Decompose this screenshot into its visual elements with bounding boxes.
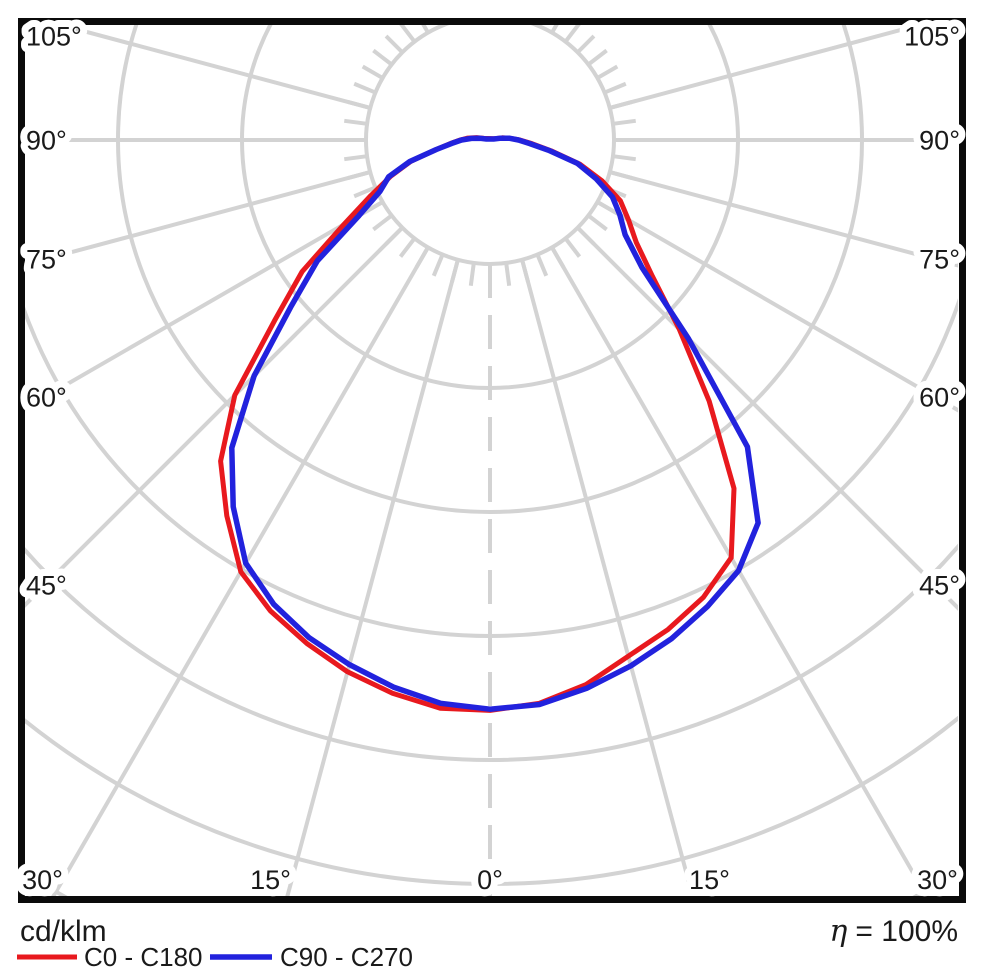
grid-ray bbox=[25, 170, 371, 267]
eta-symbol: η bbox=[829, 914, 847, 949]
grid-ray bbox=[372, 213, 393, 232]
grid-ray bbox=[468, 262, 476, 287]
grid-ray bbox=[587, 48, 608, 67]
units-label: cd/klm bbox=[20, 915, 107, 948]
grid-ray bbox=[506, 0, 509, 17]
grid-ray bbox=[550, 25, 559, 34]
grid-ring bbox=[25, 297, 958, 638]
grid-ray bbox=[347, 100, 371, 110]
gamma-angle-label: 45° bbox=[26, 571, 67, 601]
grid-ring bbox=[25, 543, 958, 762]
grid-ray bbox=[522, 0, 528, 20]
gamma-angle-label: 105° bbox=[26, 22, 82, 52]
grid-ray bbox=[612, 118, 637, 126]
gamma-angle-label: 90° bbox=[26, 126, 67, 156]
legend-label-c90-c270: C90 - C270 bbox=[280, 942, 413, 972]
gamma-angle-labels: 105° 105° 90° 90° 75° 75° 60° 60° 45° 45° 30° 15° 0°… bbox=[15, 15, 967, 903]
grid-ray bbox=[563, 237, 582, 258]
gamma-angle-label: 60° bbox=[26, 382, 67, 412]
grid-ray bbox=[520, 259, 695, 896]
grid-ray bbox=[576, 226, 958, 611]
grid-ray bbox=[504, 262, 512, 287]
grid-ray bbox=[609, 100, 633, 110]
grid-ray bbox=[576, 226, 596, 246]
legend: cd/klm C0 - C180 C90 - C270 η = 100% bbox=[17, 914, 958, 972]
grid-ray bbox=[471, 0, 474, 17]
chart-frame bbox=[18, 18, 966, 903]
grid-ray bbox=[51, 246, 430, 896]
grid-ray bbox=[596, 200, 958, 413]
grid-ray bbox=[609, 25, 927, 110]
grid-ray bbox=[550, 246, 566, 269]
grid-ray bbox=[343, 118, 368, 126]
grid-ray bbox=[53, 25, 371, 110]
grid-ray bbox=[398, 237, 417, 258]
legend-label-c0-c180: C0 - C180 bbox=[84, 942, 203, 972]
grid-ray bbox=[353, 185, 377, 199]
gamma-angle-label: 30° bbox=[22, 865, 63, 895]
grid-ray bbox=[431, 253, 445, 277]
grid-ray bbox=[596, 64, 619, 80]
grid-ray bbox=[520, 259, 530, 283]
gamma-angle-label: 90° bbox=[919, 126, 960, 156]
grid-ray bbox=[399, 25, 417, 43]
grid-ray bbox=[384, 226, 404, 246]
grid-ray bbox=[563, 25, 581, 43]
gamma-angle-label: 60° bbox=[919, 382, 960, 412]
grid-ray bbox=[576, 34, 596, 54]
grid-ray bbox=[596, 200, 619, 216]
curves bbox=[218, 135, 761, 713]
grid-ray bbox=[25, 200, 384, 411]
gamma-angle-label: 75° bbox=[919, 245, 960, 275]
grid-ray bbox=[347, 170, 371, 180]
gamma-angle-label: 45° bbox=[919, 571, 960, 601]
grid-ray bbox=[612, 154, 637, 162]
gamma-angle-label: 75° bbox=[26, 245, 67, 275]
grid-ray bbox=[414, 246, 430, 269]
grid-ray bbox=[535, 253, 549, 277]
gamma-angle-label: 15° bbox=[689, 865, 730, 895]
eta-value: = 100% bbox=[855, 915, 958, 948]
grid-ray bbox=[550, 246, 929, 896]
grid-ray bbox=[384, 34, 404, 54]
grid-ray bbox=[452, 0, 458, 20]
grid-ray bbox=[587, 213, 608, 232]
grid-ray bbox=[343, 154, 368, 162]
grid-ray bbox=[603, 81, 627, 95]
grid-ray bbox=[450, 259, 460, 283]
grid-ray bbox=[361, 64, 384, 80]
gamma-angle-label: 15° bbox=[250, 865, 291, 895]
gamma-angle-label: 0° bbox=[477, 865, 503, 895]
grid-ray bbox=[609, 170, 633, 180]
gamma-angle-label: 105° bbox=[904, 22, 960, 52]
grid-ray bbox=[372, 48, 393, 67]
grid-ray bbox=[421, 25, 430, 34]
grid-ring bbox=[25, 715, 958, 886]
grid-ray bbox=[285, 259, 460, 896]
grid-ray bbox=[353, 81, 377, 95]
gamma-angle-label: 30° bbox=[917, 865, 958, 895]
grid-ray bbox=[609, 170, 958, 268]
efficiency-label: η = 100% bbox=[829, 914, 958, 949]
curve-c90-c270 bbox=[229, 135, 761, 712]
